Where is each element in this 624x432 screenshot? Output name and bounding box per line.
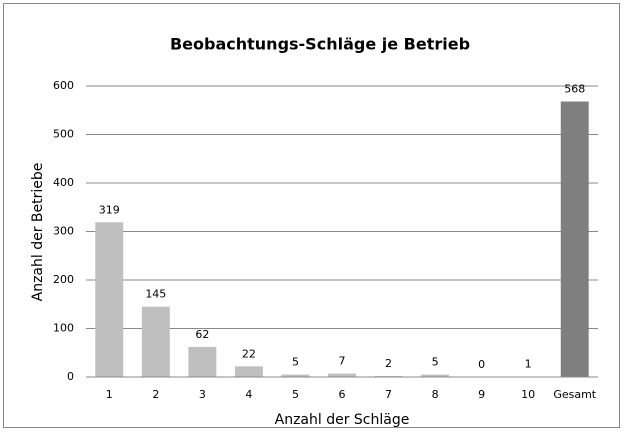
y-tick-label: 600 [53, 79, 74, 92]
y-tick-label: 0 [67, 370, 74, 383]
bar [234, 366, 263, 377]
value-label: 0 [478, 358, 485, 371]
y-tick-label: 100 [53, 322, 74, 335]
x-tick-label: 10 [521, 388, 535, 401]
bar [560, 101, 589, 378]
bar [421, 374, 450, 377]
y-tick-label: 500 [53, 128, 74, 141]
x-tick-label: 5 [292, 388, 299, 401]
value-label: 5 [432, 356, 439, 369]
value-label: 7 [339, 355, 346, 368]
value-label: 319 [99, 203, 120, 216]
bar [188, 346, 217, 377]
value-label: 62 [195, 328, 209, 341]
chart-title: Beobachtungs-Schläge je Betrieb [170, 35, 470, 54]
x-tick-label: 4 [245, 388, 252, 401]
value-label: 145 [145, 288, 166, 301]
value-label: 1 [525, 358, 532, 371]
value-label: 2 [385, 357, 392, 370]
x-tick-label: 2 [152, 388, 159, 401]
x-axis-label: Anzahl der Schläge [275, 412, 410, 428]
y-axis-label: Anzahl der Betriebe [30, 163, 46, 302]
x-tick-label: 6 [339, 388, 346, 401]
y-tick-label: 200 [53, 273, 74, 286]
x-tick-label: Gesamt [553, 388, 596, 401]
value-label: 5 [292, 356, 299, 369]
x-tick-label: 3 [199, 388, 206, 401]
x-tick-label: 1 [106, 388, 113, 401]
y-tick-label: 400 [53, 176, 74, 189]
value-label: 568 [564, 83, 585, 96]
y-tick-label: 300 [53, 225, 74, 238]
bar [328, 373, 356, 377]
bar [141, 306, 170, 377]
bar [281, 374, 310, 377]
bar [95, 222, 124, 377]
x-tick-label: 9 [478, 388, 485, 401]
x-tick-label: 7 [385, 388, 392, 401]
value-label: 22 [242, 347, 256, 360]
x-tick-label: 8 [432, 388, 439, 401]
